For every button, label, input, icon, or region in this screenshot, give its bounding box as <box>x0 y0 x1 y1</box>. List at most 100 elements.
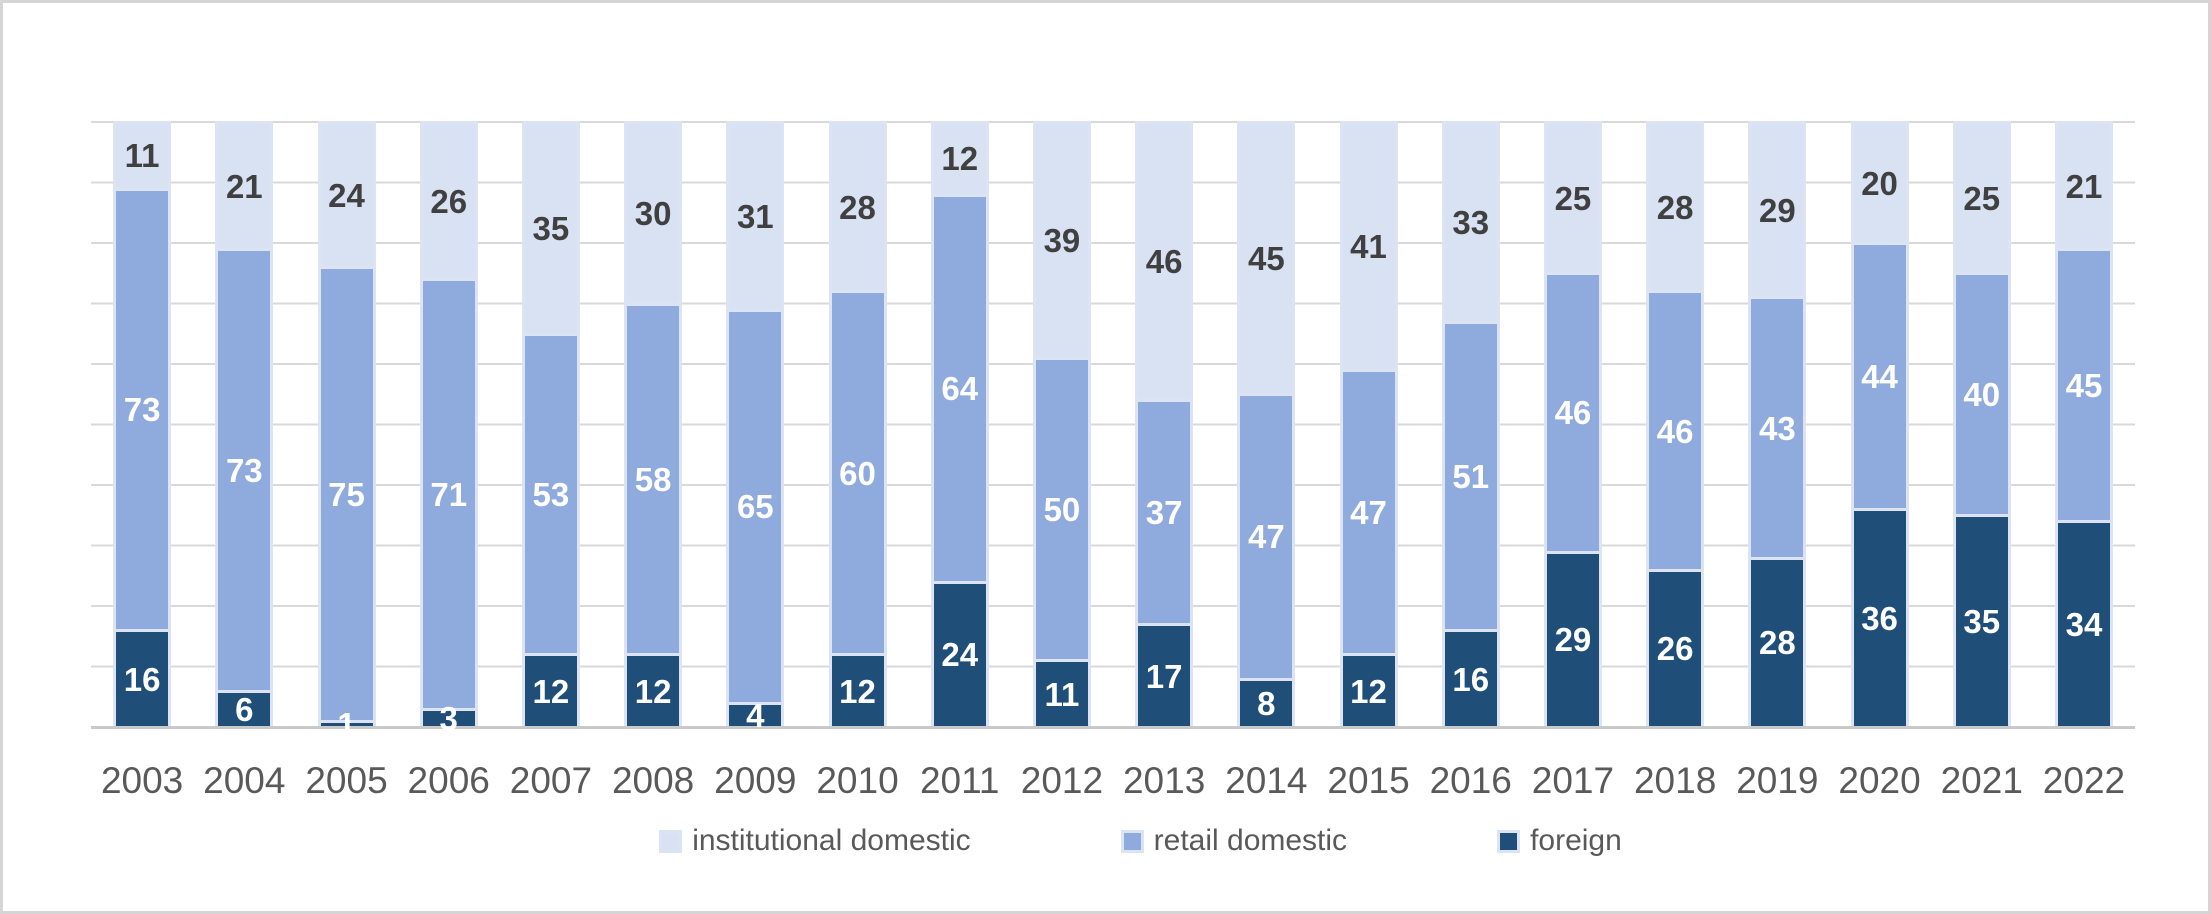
data-label: 34 <box>2065 606 2103 644</box>
data-label: 20 <box>1861 164 1898 202</box>
segment-foreign: 36 <box>1850 508 1909 726</box>
segment-retail-domestic: 51 <box>1441 320 1500 630</box>
data-label: 75 <box>328 476 365 514</box>
data-label: 28 <box>1656 188 1694 226</box>
bar-group-2015: 41 47 12 <box>1317 121 1419 726</box>
segment-retail-domestic: 43 <box>1748 296 1807 557</box>
bar-group-2007: 35 53 12 <box>500 121 602 726</box>
plot-area: 11 73 16 21 73 6 24 75 1 26 71 3 35 53 12 30 58 12 31 65 4 28… <box>91 121 2135 741</box>
stacked-bar-2003: 11 73 16 <box>113 121 172 726</box>
segment-retail-domestic: 60 <box>828 290 887 654</box>
data-label: 35 <box>532 209 570 247</box>
data-label: 71 <box>430 476 468 514</box>
segment-retail-domestic: 73 <box>215 248 274 690</box>
data-label: 53 <box>532 476 570 514</box>
segment-foreign: 12 <box>521 653 580 726</box>
segment-foreign: 12 <box>624 653 683 726</box>
x-axis: 2003 2004 2005 2006 2007 2008 2009 2010 2011 2012… <box>91 751 2135 811</box>
stacked-bar-2005: 24 75 1 <box>317 121 376 741</box>
segment-institutional-domestic: 41 <box>1339 121 1398 370</box>
data-label: 47 <box>1350 494 1387 532</box>
x-axis-label-2022: 2022 <box>2042 760 2126 801</box>
segment-retail-domestic: 40 <box>1952 272 2011 515</box>
segment-retail-domestic: 58 <box>624 302 683 654</box>
data-label: 36 <box>1861 600 1898 638</box>
segment-foreign: 24 <box>930 580 989 726</box>
x-axis-label-2013: 2013 <box>1122 760 1206 801</box>
segment-foreign: 6 <box>215 689 274 728</box>
data-label: 44 <box>1861 358 1898 396</box>
data-label: 28 <box>839 188 876 226</box>
data-label: 73 <box>225 451 263 489</box>
x-axis-label-2019: 2019 <box>1736 760 1819 801</box>
stacked-bar-2012: 39 50 11 <box>1032 121 1091 726</box>
bar-group-2009: 31 65 4 <box>704 121 806 732</box>
stacked-bar-2008: 30 58 12 <box>624 121 683 726</box>
bar-group-2019: 29 43 28 <box>1726 121 1828 726</box>
data-label: 31 <box>736 197 774 235</box>
data-label: 6 <box>235 690 254 728</box>
data-label: 46 <box>1656 412 1694 450</box>
segment-foreign: 16 <box>113 629 172 726</box>
segment-retail-domestic: 46 <box>1543 272 1602 551</box>
x-axis-label-2020: 2020 <box>1838 760 1921 801</box>
stacked-bar-2019: 29 43 28 <box>1748 121 1807 726</box>
segment-retail-domestic: 37 <box>1135 399 1194 624</box>
segment-institutional-domestic: 21 <box>2054 121 2113 249</box>
data-label: 58 <box>634 460 672 498</box>
data-label: 29 <box>1554 621 1592 659</box>
data-label: 26 <box>1656 630 1694 668</box>
segment-foreign: 34 <box>2054 520 2113 726</box>
bar-group-2008: 30 58 12 <box>602 121 704 726</box>
x-axis-label-2006: 2006 <box>407 760 490 801</box>
segment-retail-domestic: 65 <box>726 308 785 702</box>
bar-group-2011: 12 64 24 <box>909 121 1011 726</box>
bar-group-2006: 26 71 3 <box>398 121 500 735</box>
bar-group-2005: 24 75 1 <box>295 121 397 741</box>
segment-institutional-domestic: 46 <box>1135 121 1194 400</box>
data-label: 11 <box>1044 675 1080 713</box>
segment-institutional-domestic: 24 <box>317 121 376 267</box>
segment-institutional-domestic: 35 <box>521 121 580 333</box>
bar-group-2012: 39 50 11 <box>1011 121 1113 726</box>
bar-group-2010: 28 60 12 <box>806 121 908 726</box>
segment-institutional-domestic: 11 <box>113 121 172 188</box>
x-axis-label-2008: 2008 <box>611 760 695 801</box>
segment-retail-domestic: 53 <box>521 332 580 654</box>
data-label: 26 <box>430 182 468 220</box>
segment-retail-domestic: 44 <box>1850 242 1909 509</box>
stacked-bar-2016: 33 51 16 <box>1441 121 1500 726</box>
data-label: 24 <box>328 176 365 214</box>
bar-group-2013: 46 37 17 <box>1113 121 1215 726</box>
data-label: 12 <box>839 672 876 710</box>
segment-institutional-domestic: 26 <box>419 121 478 279</box>
data-label: 47 <box>1247 518 1285 556</box>
stacked-bar-2010: 28 60 12 <box>828 121 887 726</box>
bar-group-2022: 21 45 34 <box>2033 121 2135 726</box>
segment-retail-domestic: 71 <box>419 278 478 708</box>
data-label: 21 <box>225 167 263 205</box>
data-label: 25 <box>1963 179 2001 217</box>
legend-label: retail domestic <box>1153 824 1348 857</box>
data-label: 39 <box>1043 221 1081 259</box>
segment-institutional-domestic: 20 <box>1850 121 1909 242</box>
data-label: 16 <box>1452 660 1490 698</box>
stacked-bar-2013: 46 37 17 <box>1135 121 1194 726</box>
data-label: 51 <box>1452 457 1490 495</box>
x-axis-label-2009: 2009 <box>714 760 797 801</box>
data-label: 73 <box>123 391 161 429</box>
legend-label: foreign <box>1530 824 1622 857</box>
stacked-bar-2015: 41 47 12 <box>1339 121 1398 726</box>
segment-institutional-domestic: 31 <box>726 121 785 309</box>
segment-foreign: 4 <box>726 699 785 732</box>
segment-retail-domestic: 47 <box>1237 393 1296 678</box>
segment-foreign: 26 <box>1646 568 1705 726</box>
x-axis-label-2010: 2010 <box>816 760 899 801</box>
segment-institutional-domestic: 25 <box>1543 121 1602 273</box>
data-label: 21 <box>2065 167 2103 205</box>
x-axis-label-2004: 2004 <box>203 760 286 801</box>
x-axis-label-2012: 2012 <box>1020 760 1104 801</box>
segment-institutional-domestic: 21 <box>215 121 274 249</box>
data-label: 64 <box>941 370 979 408</box>
